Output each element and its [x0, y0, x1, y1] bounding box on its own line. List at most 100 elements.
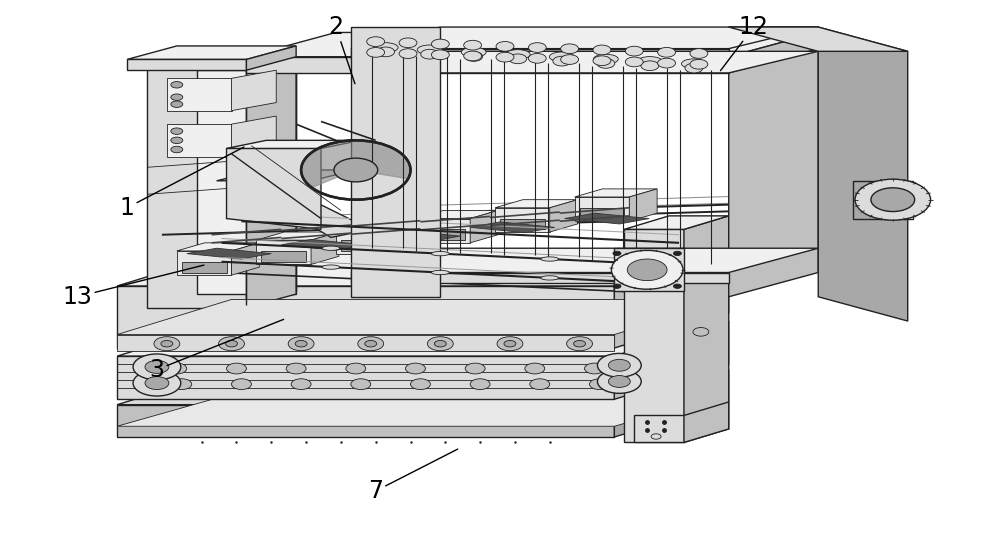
Circle shape [406, 363, 425, 374]
Circle shape [464, 40, 482, 50]
Circle shape [690, 49, 708, 58]
Polygon shape [246, 33, 818, 57]
Circle shape [690, 59, 708, 69]
Circle shape [367, 47, 385, 57]
Circle shape [561, 54, 579, 64]
Ellipse shape [373, 43, 398, 52]
Circle shape [171, 146, 183, 153]
Circle shape [561, 44, 579, 53]
Polygon shape [351, 248, 818, 272]
Polygon shape [351, 49, 729, 59]
Circle shape [497, 337, 523, 351]
Polygon shape [227, 148, 321, 229]
Circle shape [171, 94, 183, 100]
Circle shape [597, 58, 615, 68]
Polygon shape [246, 68, 296, 307]
Polygon shape [550, 199, 578, 232]
Text: 3: 3 [149, 319, 284, 382]
Circle shape [673, 284, 681, 288]
Circle shape [574, 341, 586, 347]
Circle shape [597, 370, 641, 393]
Polygon shape [117, 286, 614, 348]
Text: 2: 2 [328, 15, 355, 84]
Circle shape [291, 379, 311, 390]
Ellipse shape [593, 54, 618, 64]
Circle shape [171, 128, 183, 135]
Circle shape [613, 251, 621, 256]
Polygon shape [127, 59, 246, 70]
Polygon shape [470, 210, 498, 243]
Ellipse shape [431, 270, 449, 275]
Circle shape [625, 46, 643, 56]
Ellipse shape [549, 52, 574, 62]
Text: 1: 1 [120, 147, 244, 220]
Circle shape [685, 63, 703, 73]
Circle shape [611, 250, 683, 289]
Circle shape [227, 363, 246, 374]
Polygon shape [232, 70, 276, 111]
Circle shape [673, 251, 681, 256]
Circle shape [658, 47, 676, 57]
Circle shape [399, 38, 417, 47]
Circle shape [231, 379, 251, 390]
Text: 7: 7 [368, 449, 458, 503]
Ellipse shape [637, 57, 662, 66]
Polygon shape [256, 240, 311, 264]
Polygon shape [818, 27, 908, 321]
Circle shape [288, 337, 314, 351]
Circle shape [286, 363, 306, 374]
Circle shape [593, 56, 611, 65]
Polygon shape [227, 175, 371, 238]
Polygon shape [634, 415, 684, 443]
Polygon shape [391, 221, 418, 253]
Polygon shape [614, 370, 729, 437]
Circle shape [365, 341, 377, 347]
Circle shape [597, 353, 641, 377]
Circle shape [351, 379, 371, 390]
Circle shape [504, 341, 516, 347]
Circle shape [553, 56, 571, 66]
Circle shape [528, 53, 546, 63]
Circle shape [627, 259, 667, 281]
Circle shape [871, 188, 915, 211]
Polygon shape [336, 229, 391, 253]
Polygon shape [227, 140, 361, 148]
Circle shape [585, 363, 604, 374]
Polygon shape [167, 78, 232, 111]
Circle shape [171, 137, 183, 143]
Circle shape [367, 37, 385, 46]
Circle shape [145, 360, 169, 373]
Polygon shape [351, 27, 818, 49]
Polygon shape [341, 240, 386, 251]
Circle shape [530, 379, 550, 390]
Ellipse shape [322, 265, 340, 269]
Circle shape [171, 101, 183, 107]
Circle shape [464, 51, 482, 61]
Circle shape [641, 61, 659, 71]
Polygon shape [127, 46, 296, 59]
Polygon shape [575, 189, 657, 197]
Circle shape [295, 341, 307, 347]
Circle shape [608, 359, 630, 371]
Circle shape [167, 363, 187, 374]
Circle shape [431, 39, 449, 49]
Text: 12: 12 [720, 15, 769, 71]
Polygon shape [117, 299, 729, 335]
Polygon shape [684, 402, 729, 443]
Polygon shape [117, 370, 729, 405]
Polygon shape [231, 243, 259, 275]
Circle shape [608, 376, 630, 387]
Polygon shape [614, 321, 729, 399]
Polygon shape [232, 116, 276, 156]
Polygon shape [197, 70, 296, 294]
Polygon shape [311, 232, 339, 264]
Circle shape [525, 363, 545, 374]
Ellipse shape [541, 257, 559, 261]
Polygon shape [281, 239, 366, 250]
Polygon shape [614, 251, 729, 348]
Circle shape [496, 41, 514, 51]
Circle shape [161, 341, 173, 347]
Polygon shape [117, 405, 614, 437]
Circle shape [427, 337, 453, 351]
Circle shape [567, 337, 592, 351]
